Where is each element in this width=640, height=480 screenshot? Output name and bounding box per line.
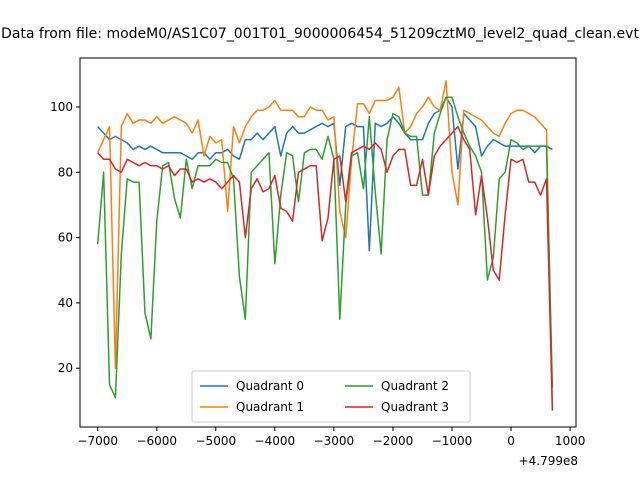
y-tick-label: 100 [50, 100, 73, 114]
legend-label-quadrant-0: Quadrant 0 [236, 379, 304, 393]
legend: Quadrant 0 Quadrant 1 Quadrant 2 Quadrant 3 [191, 370, 471, 423]
x-tick-label: −1000 [432, 434, 473, 448]
x-tick-label: −6000 [136, 434, 177, 448]
y-tick-label: 20 [58, 361, 73, 375]
x-tick-label: −2000 [373, 434, 414, 448]
x-tick-label: 1000 [555, 434, 586, 448]
series-line-quadrant-1 [97, 80, 554, 408]
series-line-quadrant-3 [97, 125, 554, 411]
x-tick-label: −4000 [255, 434, 296, 448]
x-axis-offset-label: +4.799e8 [519, 454, 578, 468]
y-tick-label: 40 [58, 296, 73, 310]
x-tick-label: −3000 [314, 434, 355, 448]
legend-label-quadrant-2: Quadrant 2 [381, 379, 449, 393]
x-tick-label: −5000 [196, 434, 237, 448]
x-tick-label: 0 [507, 434, 515, 448]
legend-label-quadrant-1: Quadrant 1 [236, 400, 304, 414]
y-tick-label: 60 [58, 231, 73, 245]
plot-area [96, 80, 554, 411]
chart-title: Data from file: modeM0/AS1C07_001T01_900… [1, 26, 639, 42]
series-line-quadrant-2 [96, 96, 554, 399]
x-tick-label: −7000 [77, 434, 118, 448]
legend-label-quadrant-3: Quadrant 3 [381, 400, 449, 414]
legend-box [191, 370, 471, 423]
series-line-quadrant-0 [97, 96, 553, 252]
axis-ticks: −7000 −6000 −5000 −4000 −3000 −2000 −1000 0 1000… [50, 100, 585, 448]
axes-frame [79, 57, 577, 428]
y-tick-label: 80 [58, 165, 73, 179]
